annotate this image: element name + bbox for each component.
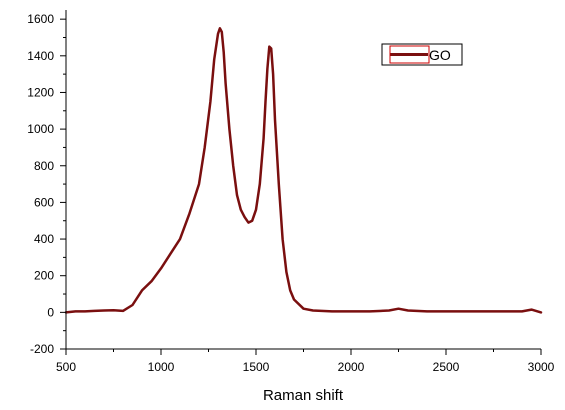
x-tick-label: 500: [56, 360, 76, 374]
y-tick-label: 1000: [27, 122, 54, 136]
y-tick-label: -200: [30, 342, 54, 356]
legend: GO: [381, 43, 463, 66]
legend-selection-box: [389, 45, 430, 64]
y-tick-label: 800: [34, 159, 54, 173]
x-tick-label: 2000: [338, 360, 365, 374]
x-tick-label: 2500: [433, 360, 460, 374]
y-tick-label: 1200: [27, 85, 54, 99]
x-tick-label: 1500: [243, 360, 270, 374]
y-tick-label: 1400: [27, 49, 54, 63]
y-tick-label: 1600: [27, 12, 54, 26]
x-axis-label: Raman shift: [263, 387, 344, 404]
y-tick-label: 600: [34, 195, 54, 209]
legend-label-GO: GO: [429, 47, 451, 63]
y-tick-label: 0: [47, 305, 54, 319]
x-tick-label: 3000: [528, 360, 555, 374]
x-tick-label: 1000: [148, 360, 175, 374]
y-tick-label: 200: [34, 269, 54, 283]
y-tick-label: 400: [34, 232, 54, 246]
series-line-GO: [64, 27, 543, 314]
